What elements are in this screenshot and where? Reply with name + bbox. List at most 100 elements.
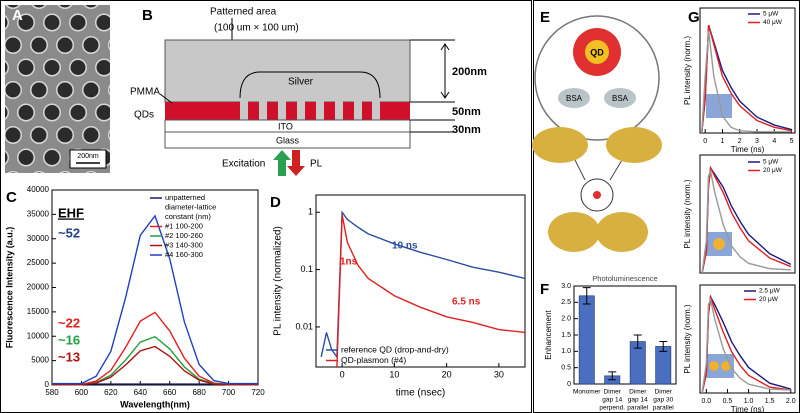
label: ITO: [278, 121, 293, 131]
annotation: 1ns: [340, 257, 358, 268]
legend-label: reference QD (drop-and-dry): [341, 344, 449, 354]
annotation: 10 ns: [392, 241, 418, 252]
glass-layer: [164, 131, 411, 149]
x-tick-label: 1.5: [765, 398, 775, 405]
annotation: ~13: [58, 349, 80, 364]
x-tick-label: 600: [75, 388, 89, 397]
panel-label: B: [142, 7, 153, 24]
series-line: [701, 168, 791, 274]
x-tick-label: 720: [251, 388, 265, 397]
y-tick-label: 1: [308, 207, 313, 217]
pattern: [240, 98, 380, 120]
panel-label: D: [270, 194, 281, 211]
inset-dot: [713, 238, 725, 250]
x-tick-label: 660: [163, 388, 177, 397]
y-axis-label: PL intensity (norm.): [683, 36, 692, 105]
sem-image: [5, 5, 110, 173]
label: 50nm: [452, 106, 481, 118]
y-axis-label: Enhancement: [544, 310, 553, 360]
x-tick-label: parallel: [627, 405, 649, 412]
gold-particle: [548, 212, 600, 252]
zoom-circle: [534, 15, 660, 141]
annotation: ~52: [58, 225, 80, 240]
x-tick-label: 1: [721, 138, 725, 145]
y-axis-label: PL intensity (norm.): [683, 179, 692, 248]
label: (100 um × 100 um): [214, 23, 299, 34]
label: BSA: [566, 94, 583, 103]
legend-label: #4 160-300: [165, 250, 203, 259]
label: Silver: [288, 77, 314, 88]
x-tick-label: gap 14: [628, 397, 648, 404]
zoom-spot: [580, 178, 614, 212]
label: PL: [310, 159, 323, 170]
panel-label: E: [540, 9, 550, 26]
label: QDs: [134, 110, 154, 121]
y-tick-label: 20000: [27, 283, 50, 292]
annotation: 6.5 ns: [452, 297, 481, 308]
legend-label: #2 100-260: [165, 231, 203, 240]
gold-particle: [606, 127, 662, 163]
plot-frame: [699, 154, 796, 274]
y-tick-label: 1.5: [561, 332, 571, 339]
series-line: [320, 210, 526, 359]
excitation-arrow: [273, 150, 291, 176]
error-bar: [633, 334, 642, 349]
label: Patterned area: [210, 7, 277, 18]
x-tick-label: 620: [104, 388, 118, 397]
error-bar: [608, 371, 617, 381]
y-tick-label: 5000: [31, 356, 49, 365]
label: Excitation: [222, 159, 265, 170]
legend-title: diameter-lattice: [165, 202, 216, 211]
label: 200nm: [452, 66, 487, 78]
y-tick-label: 0.01: [295, 321, 313, 331]
annotation: ~16: [58, 332, 80, 347]
y-tick-label: 35000: [27, 209, 50, 218]
series-line: [701, 165, 792, 274]
x-tick-label: 4: [772, 138, 776, 145]
legend-label: #1 100-200: [165, 221, 203, 230]
x-tick-label: 680: [192, 388, 206, 397]
legend-label: 2.5 μW: [759, 288, 781, 295]
y-tick-label: 0.1: [300, 264, 313, 274]
y-tick-label: 0: [45, 380, 50, 389]
legend-label: unpatterned: [165, 193, 205, 202]
bar: [578, 295, 595, 385]
panel-label: C: [6, 189, 17, 206]
x-tick-label: 0: [703, 138, 707, 145]
legend-title: constant (nm): [165, 212, 211, 221]
x-tick-label: Dimer: [655, 389, 673, 396]
bracket: [239, 71, 381, 99]
label: 30nm: [452, 124, 481, 136]
series-line: [336, 214, 526, 368]
series-line: [52, 345, 258, 386]
y-tick-label: 2.0: [561, 316, 571, 323]
y-tick-label: 3.0: [561, 283, 571, 290]
legend-label: 40 μW: [763, 19, 783, 26]
bsa: [604, 88, 636, 108]
inset-dot: [721, 361, 731, 371]
panel-label: F: [540, 281, 549, 298]
series-line: [701, 296, 791, 394]
panel-label: G: [688, 9, 700, 26]
plot-frame: [315, 194, 526, 368]
legend-label: 20 μW: [759, 296, 779, 303]
y-tick-label: 0.5: [561, 365, 571, 372]
error-bar: [659, 341, 668, 352]
x-axis-label: Wavelength(nm): [120, 399, 190, 409]
plot-frame: [699, 284, 796, 394]
annotation: EHF: [58, 205, 84, 220]
legend-label: 20 μW: [763, 167, 783, 174]
series-line: [52, 214, 258, 385]
y-axis-label: Fluorescence Intensity (a.u.): [4, 227, 14, 349]
x-tick-label: 10: [389, 369, 399, 379]
y-tick-label: 25000: [27, 258, 50, 267]
x-axis-label: Time (ns): [731, 145, 765, 154]
y-tick-label: 1.0: [561, 348, 571, 355]
pointer: [159, 93, 173, 104]
plot-frame: [699, 7, 796, 134]
panel-label: A: [12, 7, 23, 24]
x-tick-label: gap 30: [653, 397, 673, 404]
x-tick-label: Monomer: [573, 389, 601, 396]
gold-particle: [532, 127, 588, 163]
label: PMMA: [130, 87, 160, 98]
